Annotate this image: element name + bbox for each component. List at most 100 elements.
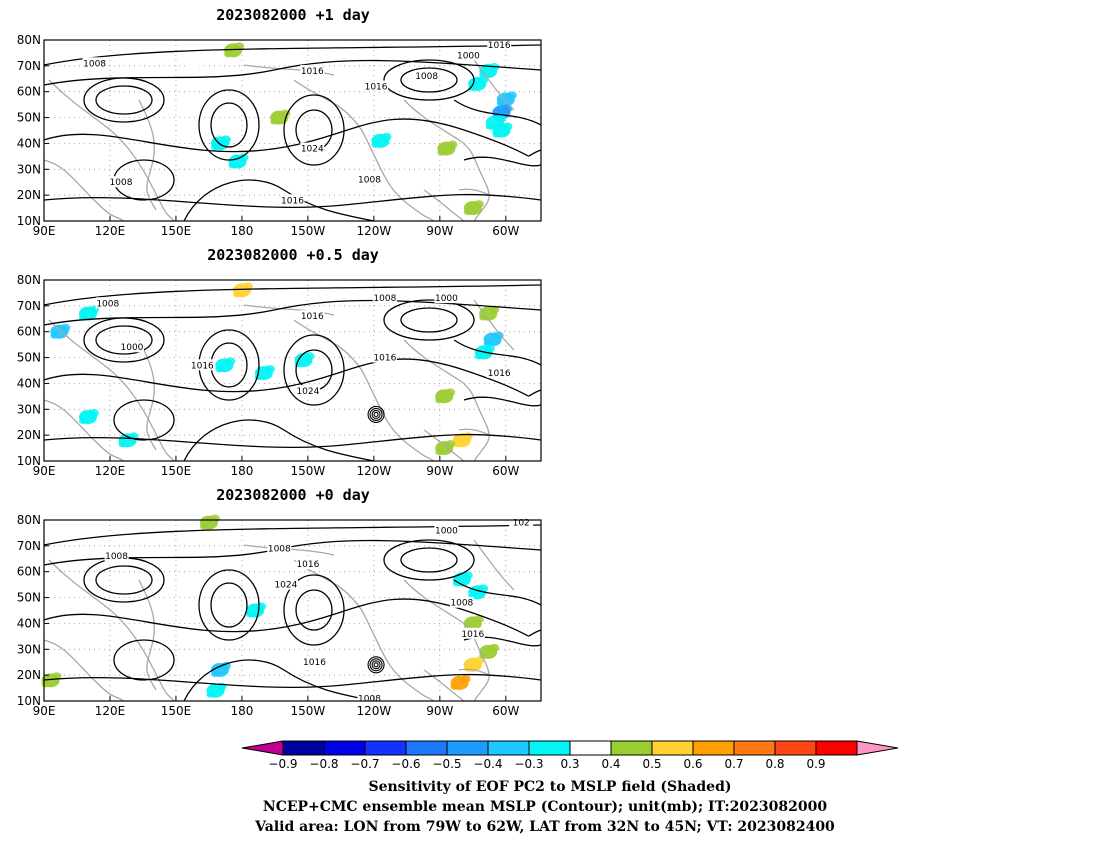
contour-label: 1000 (434, 292, 459, 304)
y-tick-label: 50N (17, 111, 41, 125)
y-tick-label: 20N (17, 668, 41, 682)
contour-label-text: 1024 (274, 581, 297, 591)
contour-label-bg (300, 310, 325, 322)
mslp-contour (453, 579, 542, 606)
colorbar-label: 0.7 (724, 757, 743, 771)
coastline (243, 64, 335, 76)
sensitivity-patch-lobe (460, 674, 471, 683)
y-tick-label: 60N (17, 85, 41, 99)
contour-label: 1016 (280, 194, 305, 206)
y-tick-label: 20N (17, 188, 41, 202)
sensitivity-patch-lobe (228, 162, 237, 169)
cyclone-contour (369, 658, 383, 672)
y-tick-label: 60N (17, 325, 41, 339)
panel-plus-0-day: 2023082000 +0 day 1008100810161000102410… (17, 486, 542, 718)
contour-label: 1016 (300, 65, 325, 77)
sensitivity-patch-lobe (502, 104, 513, 113)
mslp-contour (113, 399, 175, 441)
sensitivity-patch-lobe (435, 449, 444, 456)
y-tick-label: 40N (17, 376, 41, 390)
cyclone-contour (371, 409, 381, 420)
sensitivity-patch-lobe (371, 141, 380, 148)
y-tick-label: 30N (17, 642, 41, 656)
colorbar-bin (774, 740, 817, 756)
sensitivity-patch-lobe (468, 84, 477, 91)
contour-label-bg (449, 596, 474, 608)
sensitivity-patch (224, 42, 245, 58)
coastline (138, 579, 157, 691)
sensitivity-patch-lobe (238, 153, 249, 162)
sensitivity-patch-lobe (206, 691, 215, 698)
x-tick-label: 90E (33, 464, 56, 478)
mslp-contour (43, 59, 542, 86)
contour-label-text: 1008 (358, 176, 381, 186)
sensitivity-patch-lobe (445, 440, 456, 449)
sensitivity-patch-lobe (381, 132, 392, 141)
colorbar-label: −0.6 (391, 757, 420, 771)
x-tick-label: 150W (291, 224, 326, 238)
mslp-contour (198, 569, 260, 641)
colorbar-bin (487, 740, 530, 756)
sensitivity-patch-lobe (473, 615, 484, 624)
mslp-contour (283, 574, 345, 646)
x-tick-label: 120E (95, 464, 126, 478)
sensitivity-patch (228, 153, 249, 169)
mslp-contour (43, 673, 542, 689)
colorbar-extend-right (856, 740, 899, 756)
mslp-contour (210, 582, 248, 628)
sensitivity-patch-lobe (495, 114, 506, 123)
contour-label-bg (487, 39, 512, 51)
sensitivity-patch (215, 357, 236, 373)
colorbar-label: 0.3 (560, 757, 579, 771)
cyclone-contour (373, 411, 379, 418)
contour-label: 1024 (300, 142, 325, 155)
x-tick-label: 120E (95, 224, 126, 238)
colorbar-label: 0.6 (683, 757, 702, 771)
sensitivity-patch (450, 674, 471, 690)
sensitivity-patch-lobe (485, 123, 494, 130)
sensitivity-patch-lobe (506, 91, 517, 100)
x-tick-label: 60W (492, 464, 519, 478)
contour-label-text: 1024 (301, 145, 324, 155)
y-tick-label: 80N (17, 273, 41, 287)
sensitivity-patch-lobe (502, 122, 513, 131)
contour-label-text: 1016 (281, 196, 304, 206)
mslp-contour (183, 419, 375, 462)
contour-label: 1008 (414, 70, 439, 82)
colorbar-label: −0.8 (309, 757, 338, 771)
colorbar-bin (610, 740, 653, 756)
contour-label: 1000 (119, 341, 144, 353)
sensitivity-patch-lobe (450, 683, 459, 690)
contour-label: 1008 (108, 176, 133, 188)
contour-label: 1016 (364, 80, 389, 93)
x-tick-label: 90W (426, 464, 453, 478)
sensitivity-patch (50, 323, 71, 339)
x-tick-label: 90E (33, 224, 56, 238)
x-tick-label: 90W (426, 224, 453, 238)
coastline (48, 319, 175, 462)
sensitivity-patch (210, 661, 231, 677)
y-tick-label: 40N (17, 136, 41, 150)
contour-label-text: 1000 (435, 526, 458, 536)
mslp-contour (95, 565, 153, 595)
contour-label-bg (487, 367, 512, 379)
x-tick-label: 180 (230, 224, 253, 238)
contour-label-bg (372, 351, 397, 363)
contour-label-text: 102 (513, 519, 530, 529)
sensitivity-patch (468, 75, 489, 91)
sensitivity-patch-lobe (234, 42, 245, 51)
sensitivity-patch-lobe (463, 209, 472, 216)
footer-line-1: Sensitivity of EOF PC2 to MSLP field (Sh… (368, 779, 731, 795)
contour-label-bg (357, 692, 382, 704)
contour-label-bg (434, 524, 459, 536)
sensitivity-patch-lobe (462, 571, 473, 580)
sensitivity-patch (492, 122, 513, 138)
contour-label: 1016 (460, 627, 485, 640)
contour-label-text: 1008 (83, 59, 106, 69)
y-tick-label: 10N (17, 694, 41, 708)
sensitivity-patch (483, 331, 504, 347)
x-tick-label: 60W (492, 704, 519, 718)
mslp-contour (400, 67, 458, 93)
y-tick-label: 30N (17, 162, 41, 176)
coastline (138, 339, 157, 451)
